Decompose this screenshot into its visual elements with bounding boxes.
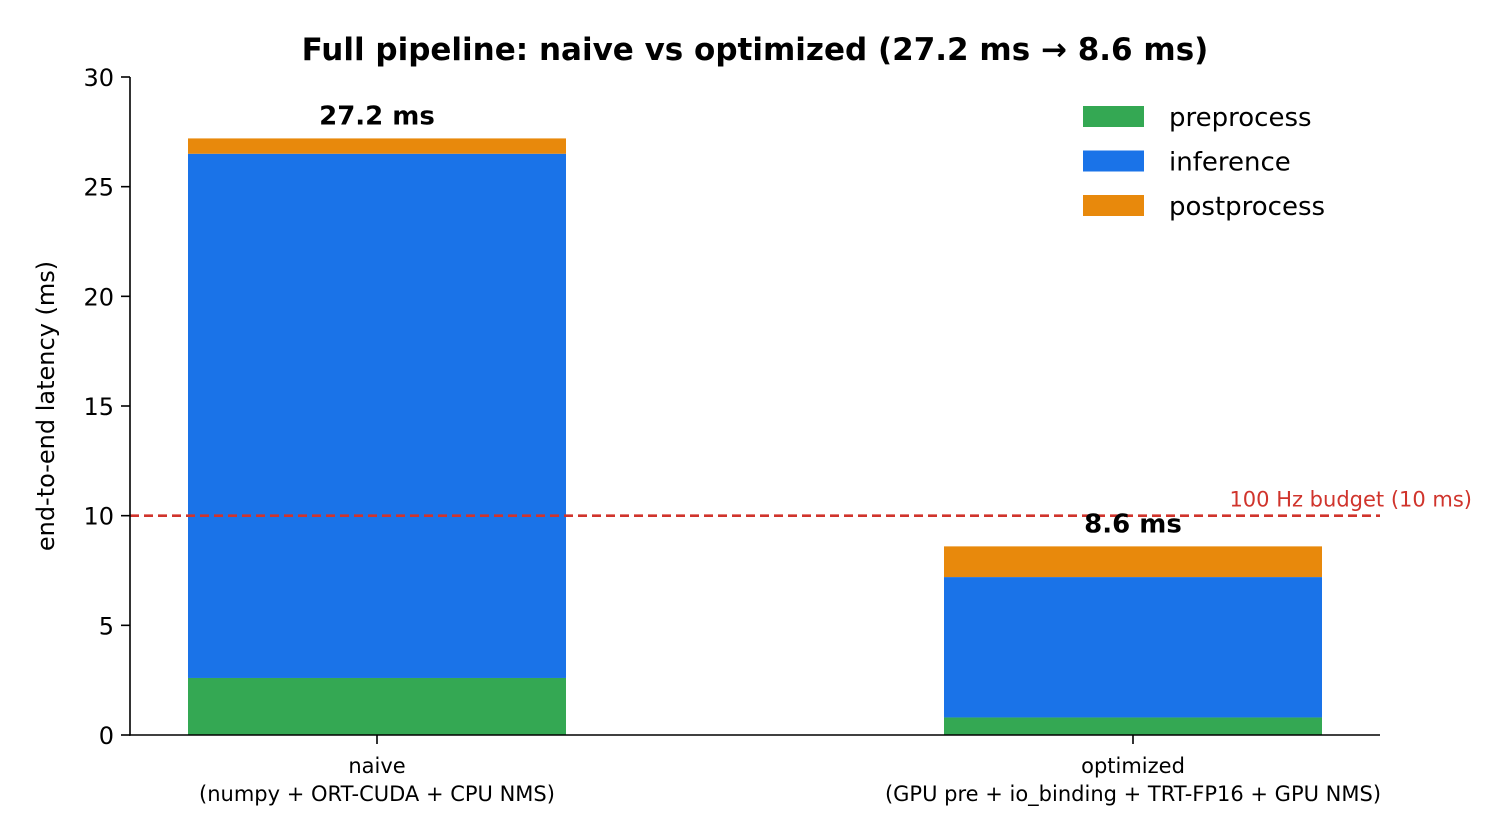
legend-swatch-inference <box>1083 150 1144 172</box>
bar-segment-postprocess-naive <box>188 138 566 154</box>
y-tick-label: 5 <box>99 612 114 640</box>
legend-label-preprocess: preprocess <box>1169 103 1312 133</box>
bar-segment-postprocess-optimized <box>944 546 1322 578</box>
legend: preprocess inference postprocess <box>1083 103 1325 222</box>
x-category-label-naive: naive <box>348 754 405 778</box>
x-category-sublabel-naive: (numpy + ORT-CUDA + CPU NMS) <box>199 782 555 806</box>
y-tick-label: 25 <box>83 174 114 202</box>
x-category-label-optimized: optimized <box>1081 754 1185 778</box>
y-tick-label: 20 <box>83 283 114 311</box>
bars-layer <box>188 138 1322 735</box>
y-axis-label: end-to-end latency (ms) <box>32 261 60 551</box>
y-tick-label: 10 <box>83 503 114 531</box>
total-label-optimized: 8.6 ms <box>1084 509 1182 539</box>
legend-swatch-postprocess <box>1083 195 1144 216</box>
bar-segment-inference-optimized <box>944 577 1322 718</box>
bar-segment-inference-naive <box>188 153 566 678</box>
budget-reference-label: 100 Hz budget (10 ms) <box>1229 488 1472 512</box>
legend-label-postprocess: postprocess <box>1169 192 1325 222</box>
total-label-naive: 27.2 ms <box>319 101 435 131</box>
axes-layer: 0 5 10 15 20 25 30 naive (numpy + ORT-CUDA + CPU… <box>83 64 1381 807</box>
chart-title: Full pipeline: naive vs optimized (27.2 … <box>302 32 1209 68</box>
y-tick-label: 15 <box>83 393 114 421</box>
x-category-sublabel-optimized: (GPU pre + io_binding + TRT-FP16 + GPU N… <box>885 782 1381 807</box>
legend-swatch-preprocess <box>1083 106 1144 127</box>
legend-label-inference: inference <box>1169 148 1291 178</box>
y-tick-label: 0 <box>99 722 114 750</box>
bar-segment-preprocess-optimized <box>944 717 1322 735</box>
total-labels-layer: 27.2 ms 8.6 ms <box>319 101 1182 539</box>
reference-layer: 100 Hz budget (10 ms) <box>130 488 1472 517</box>
bar-segment-preprocess-naive <box>188 677 566 735</box>
y-tick-label: 30 <box>83 64 114 92</box>
